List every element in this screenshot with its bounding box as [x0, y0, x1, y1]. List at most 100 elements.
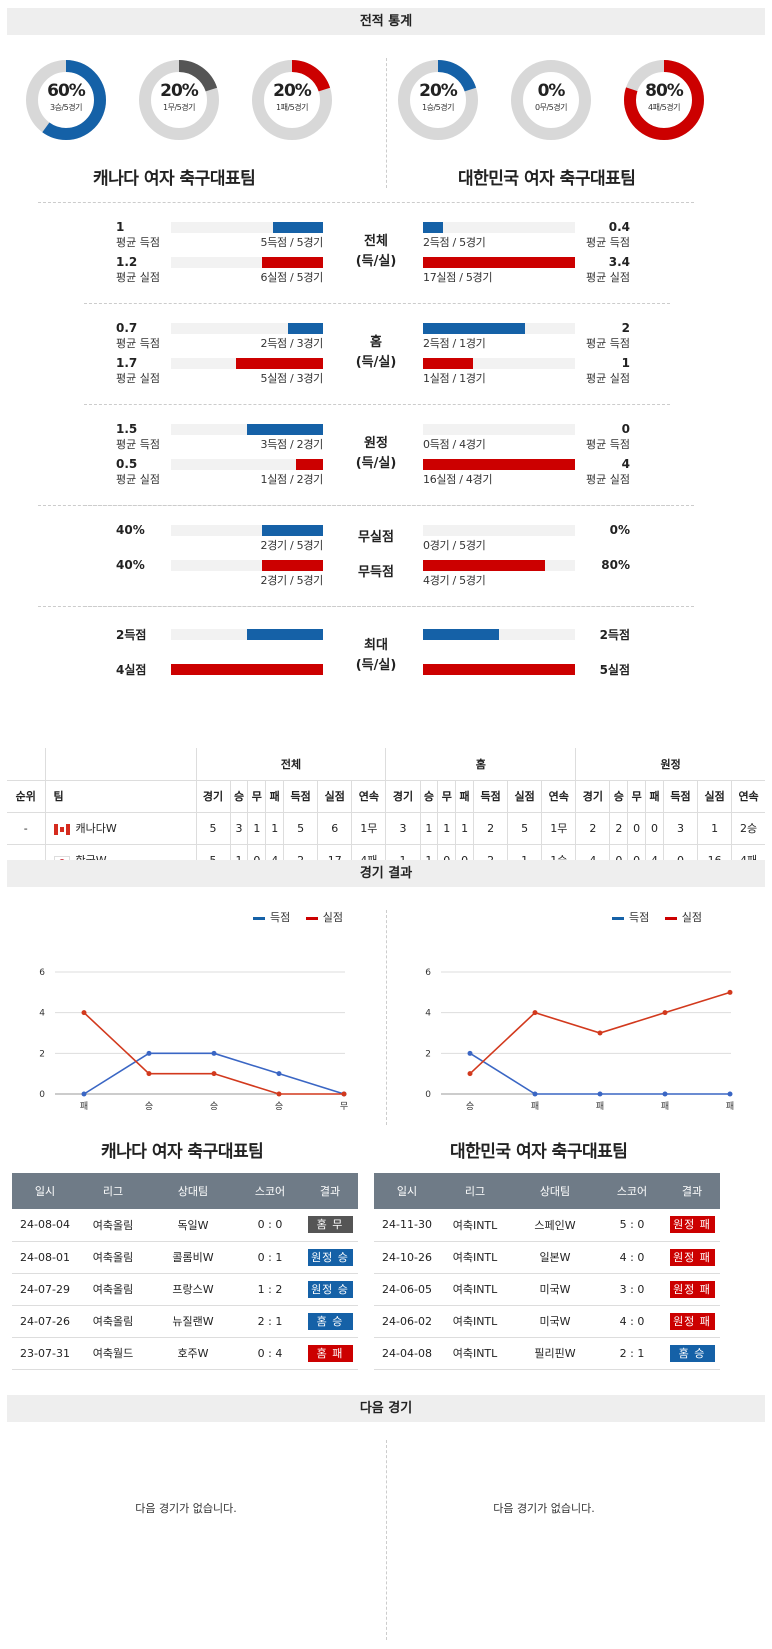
results-league: 여축올림: [78, 1305, 148, 1338]
x-tick-label: 패: [531, 1101, 539, 1112]
stat-right-bar: [423, 257, 575, 268]
results-row[interactable]: 24-07-29 여축올림 프랑스W 1 : 2 원정 승: [12, 1273, 358, 1306]
standings-value: 5: [283, 811, 319, 845]
stat-left-bar: [272, 222, 323, 233]
standings-value: 1: [455, 811, 475, 845]
results-score: 4 : 0: [600, 1305, 664, 1338]
standings-value: 5: [195, 811, 231, 845]
standings-col-header: 승: [609, 779, 629, 813]
stat-right-label: 평균 실점: [586, 271, 630, 284]
stat-left-label: 평균 득점: [116, 438, 160, 451]
standings-value: 0: [627, 811, 647, 845]
results-row[interactable]: 24-11-30 여축INTL 스페인W 5 : 0 원정 패: [374, 1209, 720, 1242]
stat-left-value: 1.5: [116, 422, 138, 436]
results-opp: 미국W: [510, 1273, 600, 1306]
stat-center-label: 무득점: [358, 565, 394, 580]
stat-left-bar: [288, 323, 323, 334]
results-row[interactable]: 23-07-31 여축월드 호주W 0 : 4 홈 패: [12, 1337, 358, 1370]
stat-right-caption: 2득점 / 1경기: [423, 337, 486, 350]
results-opp: 일본W: [510, 1241, 600, 1274]
results-league: 여축올림: [78, 1273, 148, 1306]
data-point: [727, 1091, 733, 1097]
standings-col-header: 경기: [575, 779, 611, 813]
home-team-results-title: 캐나다 여자 축구대표팀: [101, 1142, 264, 1162]
stat-left-value: 1.2: [116, 255, 138, 269]
x-tick-label: 승: [466, 1101, 474, 1112]
standings-value: 1무: [541, 811, 577, 845]
standings-col-header: 연속: [351, 779, 387, 813]
results-row[interactable]: 24-06-02 여축INTL 미국W 4 : 0 원정 패: [374, 1305, 720, 1338]
home-results-chart: 0 2 4 6 패 승 승 승 무: [39, 968, 348, 1112]
results-row[interactable]: 24-08-04 여축올림 독일W 0 : 0 홈 무: [12, 1209, 358, 1242]
standings-col-header: 실점: [697, 779, 733, 813]
data-point: [211, 1050, 217, 1056]
stat-left-caption: 3득점 / 2경기: [260, 438, 324, 451]
results-opp: 호주W: [148, 1337, 238, 1370]
stat-left-bar: [262, 257, 323, 268]
results-score: 3 : 0: [600, 1273, 664, 1306]
stat-right-bar: [423, 629, 499, 640]
results-date: 24-08-04: [12, 1209, 78, 1242]
stat-left-label: 평균 실점: [116, 473, 160, 486]
stat-right-label: 평균 득점: [586, 438, 630, 451]
stat-right-value: 80%: [601, 558, 630, 572]
x-tick-label: 패: [726, 1101, 734, 1112]
stat-left-bar: [262, 525, 323, 536]
results-row[interactable]: 24-04-08 여축INTL 필리핀W 2 : 1 홈 승: [374, 1337, 720, 1370]
standings-team-header: 팀: [44, 779, 197, 813]
stat-left-caption: 2경기 / 5경기: [260, 574, 324, 587]
data-point: [146, 1050, 152, 1056]
y-tick-label: 6: [39, 968, 45, 978]
standings-team-cell[interactable]: 캐나다W: [44, 811, 197, 845]
data-point: [467, 1071, 473, 1077]
stat-center-sublabel: (득/실): [355, 254, 397, 269]
stat-right-value: 2: [621, 321, 630, 335]
results-score: 2 : 1: [238, 1305, 302, 1338]
stat-center-sublabel: (득/실): [355, 355, 397, 370]
donut-arc: [252, 60, 332, 140]
legend-goals-swatch: [612, 916, 624, 920]
legend-goals-label: 득점: [629, 911, 650, 924]
stat-left-caption: 2경기 / 5경기: [260, 539, 324, 552]
results-header: 스코어: [600, 1173, 664, 1209]
standings-value: 2: [575, 811, 611, 845]
home-team-title: 캐나다 여자 축구대표팀: [93, 169, 256, 189]
standings-group-header: 원정: [575, 748, 765, 781]
stat-left-bar: [295, 459, 323, 470]
result-badge: 홈 승: [307, 1312, 353, 1330]
stat-left-value: 0.7: [116, 321, 138, 335]
results-score: 0 : 1: [238, 1241, 302, 1274]
results-score: 5 : 0: [600, 1209, 664, 1242]
data-point: [532, 1091, 538, 1097]
section-next-title: 다음 경기: [7, 1395, 765, 1422]
stat-left-label: 평균 득점: [116, 337, 160, 350]
donut-arc: [624, 60, 704, 140]
away-team-title: 대한민국 여자 축구대표팀: [458, 169, 636, 189]
section-results-title: 경기 결과: [7, 860, 765, 887]
away-results-chart: 0 2 4 6 승 패 패 패 패: [425, 968, 734, 1112]
legend-conceded-label: 실점: [322, 911, 343, 924]
stat-right-label: 평균 실점: [586, 372, 630, 385]
results-opp: 독일W: [148, 1209, 238, 1242]
results-league: 여축INTL: [440, 1273, 510, 1306]
results-row[interactable]: 24-10-26 여축INTL 일본W 4 : 0 원정 패: [374, 1241, 720, 1274]
data-point: [597, 1091, 603, 1097]
standings-col-header: 득점: [283, 779, 319, 813]
results-row[interactable]: 24-06-05 여축INTL 미국W 3 : 0 원정 패: [374, 1273, 720, 1306]
donut-percent: 60%: [47, 81, 86, 101]
stat-right-value: 5실점: [599, 663, 630, 677]
donut-4: 0% 0무/5경기: [509, 58, 593, 142]
standings-rank: -: [7, 811, 46, 845]
away-no-next-match: 다음 경기가 없습니다.: [493, 1502, 595, 1515]
data-point: [662, 1091, 668, 1097]
data-point: [211, 1071, 217, 1077]
data-point: [727, 989, 733, 995]
results-row[interactable]: 24-07-26 여축올림 뉴질랜W 2 : 1 홈 승: [12, 1305, 358, 1338]
stat-left-label: 평균 득점: [116, 236, 160, 249]
results-row[interactable]: 24-08-01 여축올림 콜롬비W 0 : 1 원정 승: [12, 1241, 358, 1274]
standings-value: 1: [437, 811, 457, 845]
stat-right-bar: [423, 664, 575, 675]
results-date: 23-07-31: [12, 1337, 78, 1370]
standings-value: 2: [609, 811, 629, 845]
stat-right-caption: 2득점 / 5경기: [423, 236, 486, 249]
